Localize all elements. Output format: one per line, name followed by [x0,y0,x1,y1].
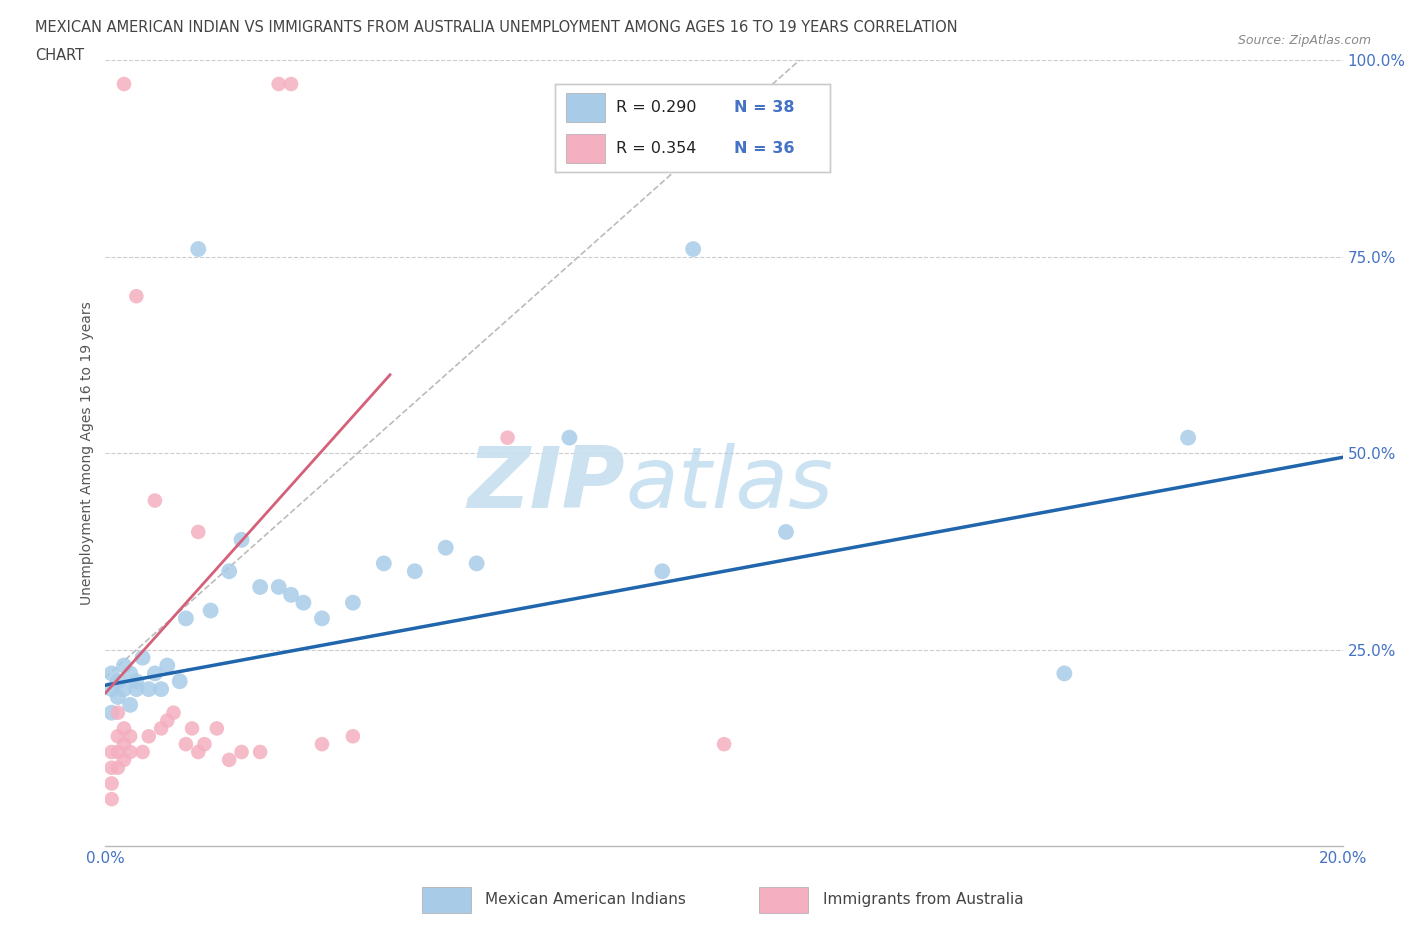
Point [200,604,222,618]
Text: R = 0.354: R = 0.354 [616,140,696,155]
Point [181,721,204,736]
Point [174,611,197,626]
Point [125,674,148,689]
Point [120,698,142,712]
Point [1177,431,1199,445]
Text: Immigrants from Australia: Immigrants from Australia [823,892,1024,908]
Point [292,595,315,610]
Point [107,745,129,760]
Point [112,737,135,751]
Text: ZIP: ZIP [467,444,626,526]
Point [156,658,179,673]
Point [187,745,209,760]
Point [187,242,209,257]
Point [100,761,122,776]
Point [107,705,129,720]
Bar [422,887,471,912]
Point [143,666,166,681]
Point [267,579,290,594]
Point [162,705,184,720]
Point [187,525,209,539]
Point [205,721,228,736]
Point [100,682,122,697]
Point [131,650,153,665]
Point [373,556,395,571]
Point [100,791,122,806]
Text: R = 0.290: R = 0.290 [616,100,696,115]
Text: N = 36: N = 36 [734,140,794,155]
Text: Mexican American Indians: Mexican American Indians [485,892,686,908]
Point [713,737,735,751]
Point [156,713,179,728]
Point [249,745,271,760]
Point [311,737,333,751]
Point [100,705,122,720]
Point [143,493,166,508]
Point [342,595,364,610]
Point [775,525,797,539]
Point [558,431,581,445]
Text: atlas: atlas [626,444,834,526]
Point [496,431,519,445]
Point [231,745,253,760]
Point [131,745,153,760]
Point [120,729,142,744]
Point [107,674,129,689]
Point [465,556,488,571]
Point [112,721,135,736]
Point [112,752,135,767]
Point [231,532,253,547]
Point [112,76,135,91]
Point [138,682,160,697]
Point [434,540,457,555]
Text: MEXICAN AMERICAN INDIAN VS IMMIGRANTS FROM AUSTRALIA UNEMPLOYMENT AMONG AGES 16 : MEXICAN AMERICAN INDIAN VS IMMIGRANTS FR… [35,20,957,35]
Text: CHART: CHART [35,48,84,63]
Point [267,76,290,91]
Point [107,761,129,776]
Point [150,721,173,736]
Point [193,737,215,751]
Bar [759,887,808,912]
Point [138,729,160,744]
Y-axis label: Unemployment Among Ages 16 to 19 years: Unemployment Among Ages 16 to 19 years [80,301,94,605]
Point [174,737,197,751]
Point [120,666,142,681]
Point [280,76,302,91]
Point [120,745,142,760]
Point [100,776,122,790]
Point [112,682,135,697]
Point [651,564,673,578]
Point [218,564,240,578]
Point [342,729,364,744]
Point [107,689,129,704]
Point [404,564,426,578]
Point [107,729,129,744]
Point [1053,666,1076,681]
Point [218,752,240,767]
Point [169,674,191,689]
Point [280,588,302,603]
Bar [567,93,605,122]
Point [682,242,704,257]
Point [311,611,333,626]
Text: Source: ZipAtlas.com: Source: ZipAtlas.com [1237,34,1371,47]
Point [100,745,122,760]
Point [112,658,135,673]
Bar [567,134,605,164]
Point [125,682,148,697]
Point [125,288,148,303]
Point [249,579,271,594]
Text: N = 38: N = 38 [734,100,794,115]
Point [150,682,173,697]
Point [100,666,122,681]
